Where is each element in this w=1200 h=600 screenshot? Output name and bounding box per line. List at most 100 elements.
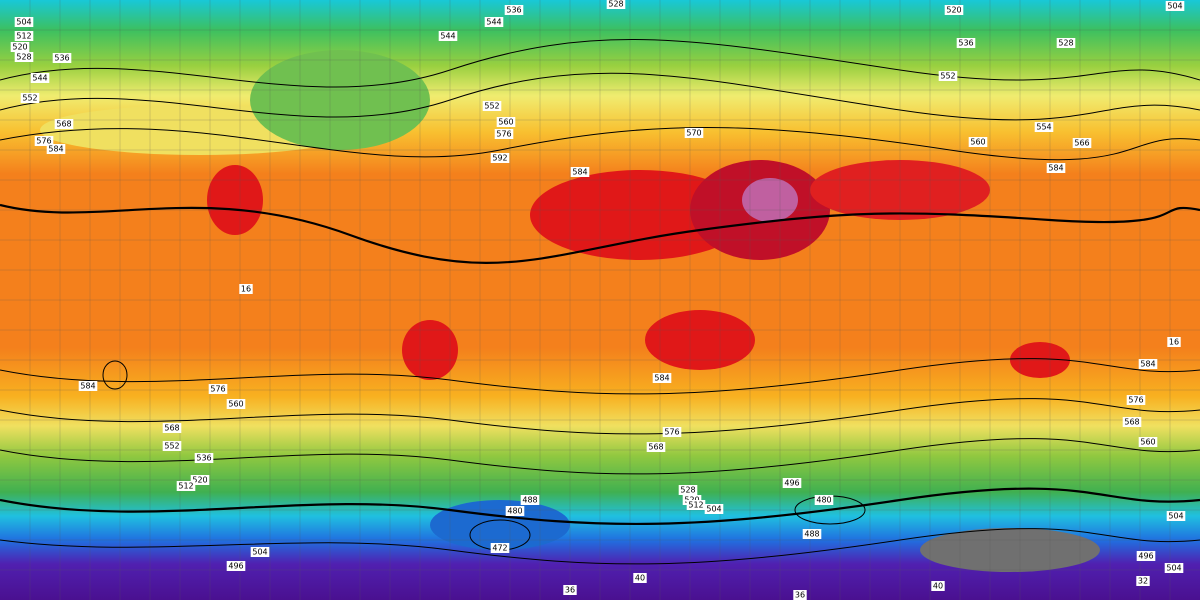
contour-label: 584: [1140, 360, 1155, 369]
label-box: [208, 384, 228, 394]
label-box: [239, 284, 253, 294]
contour-label: 570: [686, 129, 701, 138]
contour-label: 504: [16, 18, 31, 27]
contour-label: 552: [164, 442, 179, 451]
contour-label: 560: [1140, 438, 1155, 447]
label-box: [226, 399, 246, 409]
label-box: [563, 585, 577, 595]
label-box: [14, 31, 34, 41]
label-box: [1136, 551, 1156, 561]
label-box: [34, 136, 54, 146]
label-box: [678, 485, 698, 495]
label-box: [20, 93, 40, 103]
label-box: [782, 478, 802, 488]
contour-label: 512: [178, 482, 193, 491]
contour-label: 536: [958, 39, 973, 48]
label-box: [1126, 395, 1146, 405]
label-box: [194, 453, 214, 463]
contour-label: 504: [1167, 2, 1182, 11]
label-box: [931, 581, 945, 591]
label-box: [686, 500, 706, 510]
label-box: [54, 119, 74, 129]
contour-label: 512: [16, 32, 31, 41]
contour-label: 584: [1048, 164, 1063, 173]
contour-label: 584: [48, 145, 63, 154]
contour-label: 16: [1169, 338, 1179, 347]
contour-label: 496: [228, 562, 243, 571]
label-box: [662, 427, 682, 437]
label-box: [1164, 563, 1184, 573]
label-box: [496, 117, 516, 127]
contour-label: 504: [1168, 512, 1183, 521]
label-box: [1165, 1, 1185, 11]
label-box: [606, 0, 626, 9]
contour-label: 520: [12, 43, 27, 52]
contour-label: 544: [486, 18, 501, 27]
label-box: [162, 423, 182, 433]
contour-label: 536: [506, 6, 521, 15]
contour-label: 568: [648, 443, 663, 452]
label-box: [1056, 38, 1076, 48]
contour-label: 528: [16, 53, 31, 62]
label-box: [1034, 122, 1054, 132]
label-box: [802, 529, 822, 539]
label-box: [1122, 417, 1142, 427]
contour-label: 576: [1128, 396, 1143, 405]
label-box: [968, 137, 988, 147]
label-box: [633, 573, 647, 583]
contour-label: 584: [654, 374, 669, 383]
label-box: [250, 547, 270, 557]
contour-label: 568: [1124, 418, 1139, 427]
contour-label: 528: [1058, 39, 1073, 48]
label-box: [482, 101, 502, 111]
contour-label: 560: [498, 118, 513, 127]
height-contours: [0, 39, 1200, 565]
contour-label: 554: [1036, 123, 1051, 132]
label-box: [570, 167, 590, 177]
label-box: [490, 543, 510, 553]
contour-label: 552: [22, 94, 37, 103]
contour-label: 528: [608, 0, 623, 9]
label-box: [1046, 163, 1066, 173]
contour-label: 560: [228, 400, 243, 409]
contour-label: 576: [36, 137, 51, 146]
label-box: [190, 475, 210, 485]
contour-label: 512: [688, 501, 703, 510]
label-box: [490, 153, 510, 163]
contour-label: 488: [804, 530, 819, 539]
label-box: [46, 144, 66, 154]
label-box: [652, 373, 672, 383]
contour-label: 480: [816, 496, 831, 505]
label-box: [1138, 359, 1158, 369]
contour-label: 504: [1166, 564, 1181, 573]
label-box: [814, 495, 834, 505]
contour-label: 552: [484, 102, 499, 111]
label-box: [494, 129, 514, 139]
label-box: [704, 504, 724, 514]
label-box: [10, 42, 30, 52]
label-box: [938, 71, 958, 81]
label-box: [505, 506, 525, 516]
label-box: [684, 128, 704, 138]
contour-label: 504: [252, 548, 267, 557]
contour-label: 32: [1138, 577, 1148, 586]
contour-label: 576: [664, 428, 679, 437]
contour-label: 536: [54, 54, 69, 63]
label-box: [1138, 437, 1158, 447]
contour-label: 566: [1074, 139, 1089, 148]
label-box: [162, 441, 182, 451]
contour-label: 576: [496, 130, 511, 139]
contour-label: 576: [210, 385, 225, 394]
label-box: [1166, 511, 1186, 521]
contour-label: 36: [795, 591, 805, 600]
label-box: [1136, 576, 1150, 586]
label-box: [793, 590, 807, 600]
label-box: [14, 52, 34, 62]
contour-label: 560: [970, 138, 985, 147]
label-box: [226, 561, 246, 571]
contour-label: 472: [492, 544, 507, 553]
label-box: [1072, 138, 1092, 148]
